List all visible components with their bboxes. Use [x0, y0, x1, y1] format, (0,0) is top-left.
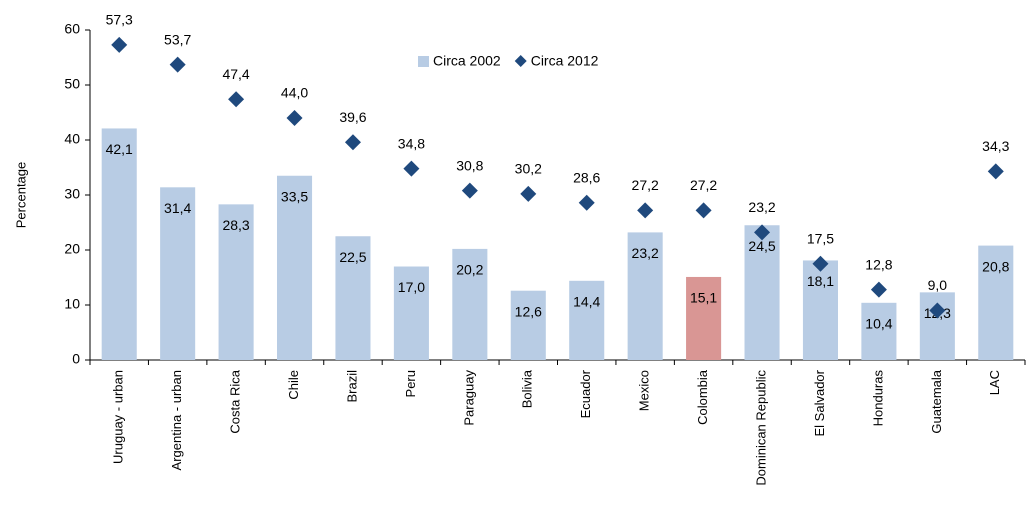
- bar-value-label: 18,1: [807, 273, 834, 289]
- x-tick-label: Honduras: [870, 370, 885, 427]
- x-tick-label: Uruguay - urban: [111, 370, 126, 464]
- point-value-label: 28,6: [573, 169, 600, 185]
- bar: [686, 276, 722, 360]
- point-value-label: 12,8: [865, 256, 892, 272]
- point-value-label: 27,2: [690, 177, 717, 193]
- bar-value-label: 23,2: [632, 245, 659, 261]
- bar-value-label: 24,5: [748, 238, 775, 254]
- x-tick-label: Peru: [403, 370, 418, 397]
- diamond-marker: [461, 182, 478, 199]
- diamond-marker: [870, 281, 887, 298]
- bar: [861, 302, 897, 360]
- bar: [335, 236, 371, 360]
- point-value-label: 23,2: [748, 199, 775, 215]
- diamond-marker: [695, 202, 712, 219]
- bar-value-label: 14,4: [573, 294, 600, 310]
- y-tick-label: 30: [64, 186, 80, 202]
- point-value-label: 39,6: [339, 109, 366, 125]
- x-tick-label: Argentina - urban: [169, 370, 184, 470]
- bar: [160, 187, 196, 360]
- point-value-label: 57,3: [106, 12, 133, 28]
- legend-label: Circa 2002: [433, 53, 501, 69]
- bar-value-label: 31,4: [164, 200, 191, 216]
- bar-value-label: 28,3: [222, 217, 249, 233]
- point-value-label: 44,0: [281, 85, 308, 101]
- x-tick-label: El Salvador: [812, 369, 827, 436]
- point-value-label: 53,7: [164, 31, 191, 47]
- bar: [277, 175, 313, 360]
- x-tick-label: Brazil: [344, 370, 359, 403]
- y-tick-label: 10: [64, 296, 80, 312]
- diamond-marker: [520, 185, 537, 202]
- bar: [627, 232, 663, 360]
- diamond-marker: [169, 56, 186, 73]
- bar-value-label: 17,0: [398, 279, 425, 295]
- point-value-label: 34,3: [982, 138, 1009, 154]
- diamond-marker: [929, 302, 946, 319]
- bar-value-label: 15,1: [690, 290, 717, 306]
- diamond-marker: [111, 36, 128, 53]
- point-value-label: 27,2: [632, 177, 659, 193]
- point-value-label: 17,5: [807, 230, 834, 246]
- x-tick-label: Paraguay: [461, 370, 476, 426]
- diamond-marker: [754, 224, 771, 241]
- diamond-marker: [637, 202, 654, 219]
- legend-swatch: [514, 55, 527, 67]
- bar-value-label: 22,5: [339, 249, 366, 265]
- bar-value-label: 20,8: [982, 258, 1009, 274]
- y-tick-label: 50: [64, 76, 80, 92]
- bar-value-label: 42,1: [106, 141, 133, 157]
- bar-value-label: 20,2: [456, 262, 483, 278]
- bar: [919, 292, 955, 360]
- bar: [744, 225, 780, 360]
- diamond-marker: [578, 194, 595, 211]
- x-tick-label: Mexico: [637, 370, 652, 411]
- legend-label: Circa 2012: [531, 53, 599, 69]
- bar: [452, 248, 488, 360]
- bar: [101, 128, 137, 360]
- y-tick-label: 20: [64, 241, 80, 257]
- bar: [218, 204, 254, 360]
- point-value-label: 34,8: [398, 135, 425, 151]
- diamond-marker: [286, 110, 303, 126]
- diamond-marker: [812, 255, 829, 272]
- x-tick-label: Ecuador: [578, 369, 593, 418]
- y-axis-label: Percentage: [13, 162, 28, 229]
- diamond-marker: [987, 163, 1004, 180]
- diamond-marker: [403, 160, 420, 177]
- x-tick-label: Colombia: [695, 369, 710, 425]
- bar: [978, 245, 1014, 360]
- bar-value-label: 12,6: [515, 303, 542, 319]
- point-value-label: 47,4: [222, 66, 249, 82]
- y-tick-label: 60: [64, 21, 80, 37]
- x-tick-label: LAC: [987, 370, 1002, 395]
- bar: [393, 266, 429, 360]
- x-tick-label: Costa Rica: [228, 369, 243, 433]
- x-tick-label: Bolivia: [520, 369, 535, 408]
- bar-value-label: 10,4: [865, 316, 892, 332]
- point-value-label: 9,0: [928, 277, 948, 293]
- bar: [569, 280, 605, 360]
- point-value-label: 30,8: [456, 157, 483, 173]
- bar: [802, 260, 838, 360]
- y-tick-label: 0: [72, 351, 80, 367]
- legend-swatch: [418, 56, 429, 67]
- bar-value-label: 33,5: [281, 188, 308, 204]
- point-value-label: 30,2: [515, 161, 542, 177]
- y-tick-label: 40: [64, 131, 80, 147]
- diamond-marker: [344, 134, 361, 151]
- diamond-marker: [228, 91, 245, 108]
- x-tick-label: Chile: [286, 370, 301, 400]
- x-tick-label: Guatemala: [929, 369, 944, 433]
- x-tick-label: Dominican Republic: [753, 370, 768, 486]
- bar: [510, 290, 546, 360]
